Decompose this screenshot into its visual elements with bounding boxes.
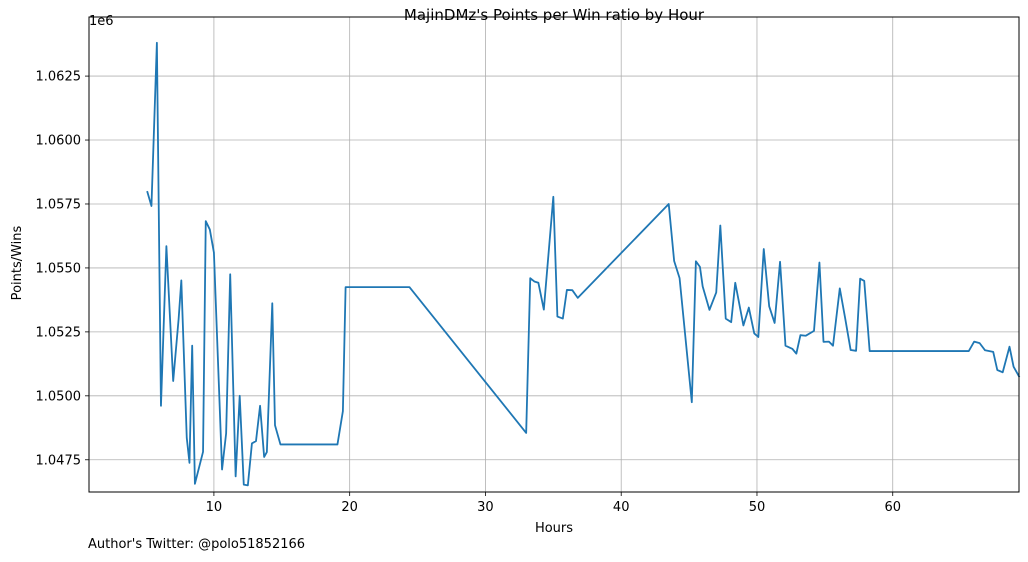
grid-lines [89, 17, 1019, 492]
plot-frame [88, 16, 1020, 493]
y-tick-label: 1.0475 [36, 453, 82, 468]
x-axis-label: Hours [535, 521, 573, 536]
author-twitter-note: Author's Twitter: @polo51852166 [88, 537, 306, 552]
x-tick-label: 20 [341, 500, 358, 515]
series-layer [146, 41, 1021, 487]
x-tick-label: 10 [206, 500, 223, 515]
x-tick-label: 40 [613, 500, 630, 515]
y-tick-label: 1.0625 [36, 70, 82, 85]
y-tick-label: 1.0550 [36, 261, 82, 276]
y-tick-label: 1.0600 [36, 134, 82, 149]
y-tick-label: 1.0575 [36, 197, 82, 212]
y-tick-label: 1.0500 [36, 389, 82, 404]
y-axis-label: Points/Wins [10, 225, 25, 300]
x-axis-ticks: 10 20 30 40 50 60 [206, 492, 901, 515]
y-axis-ticks: 1.0475 1.0500 1.0525 1.0550 1.0575 1.0600 1.06… [36, 70, 89, 468]
x-tick-label: 30 [477, 500, 494, 515]
x-tick-label: 60 [884, 500, 901, 515]
x-tick-label: 50 [749, 500, 766, 515]
series-line [146, 41, 1021, 487]
chart-title: MajinDMz's Points per Win ratio by Hour [404, 6, 705, 24]
y-axis-offset-label: 1e6 [89, 14, 114, 29]
y-tick-label: 1.0525 [36, 325, 82, 340]
